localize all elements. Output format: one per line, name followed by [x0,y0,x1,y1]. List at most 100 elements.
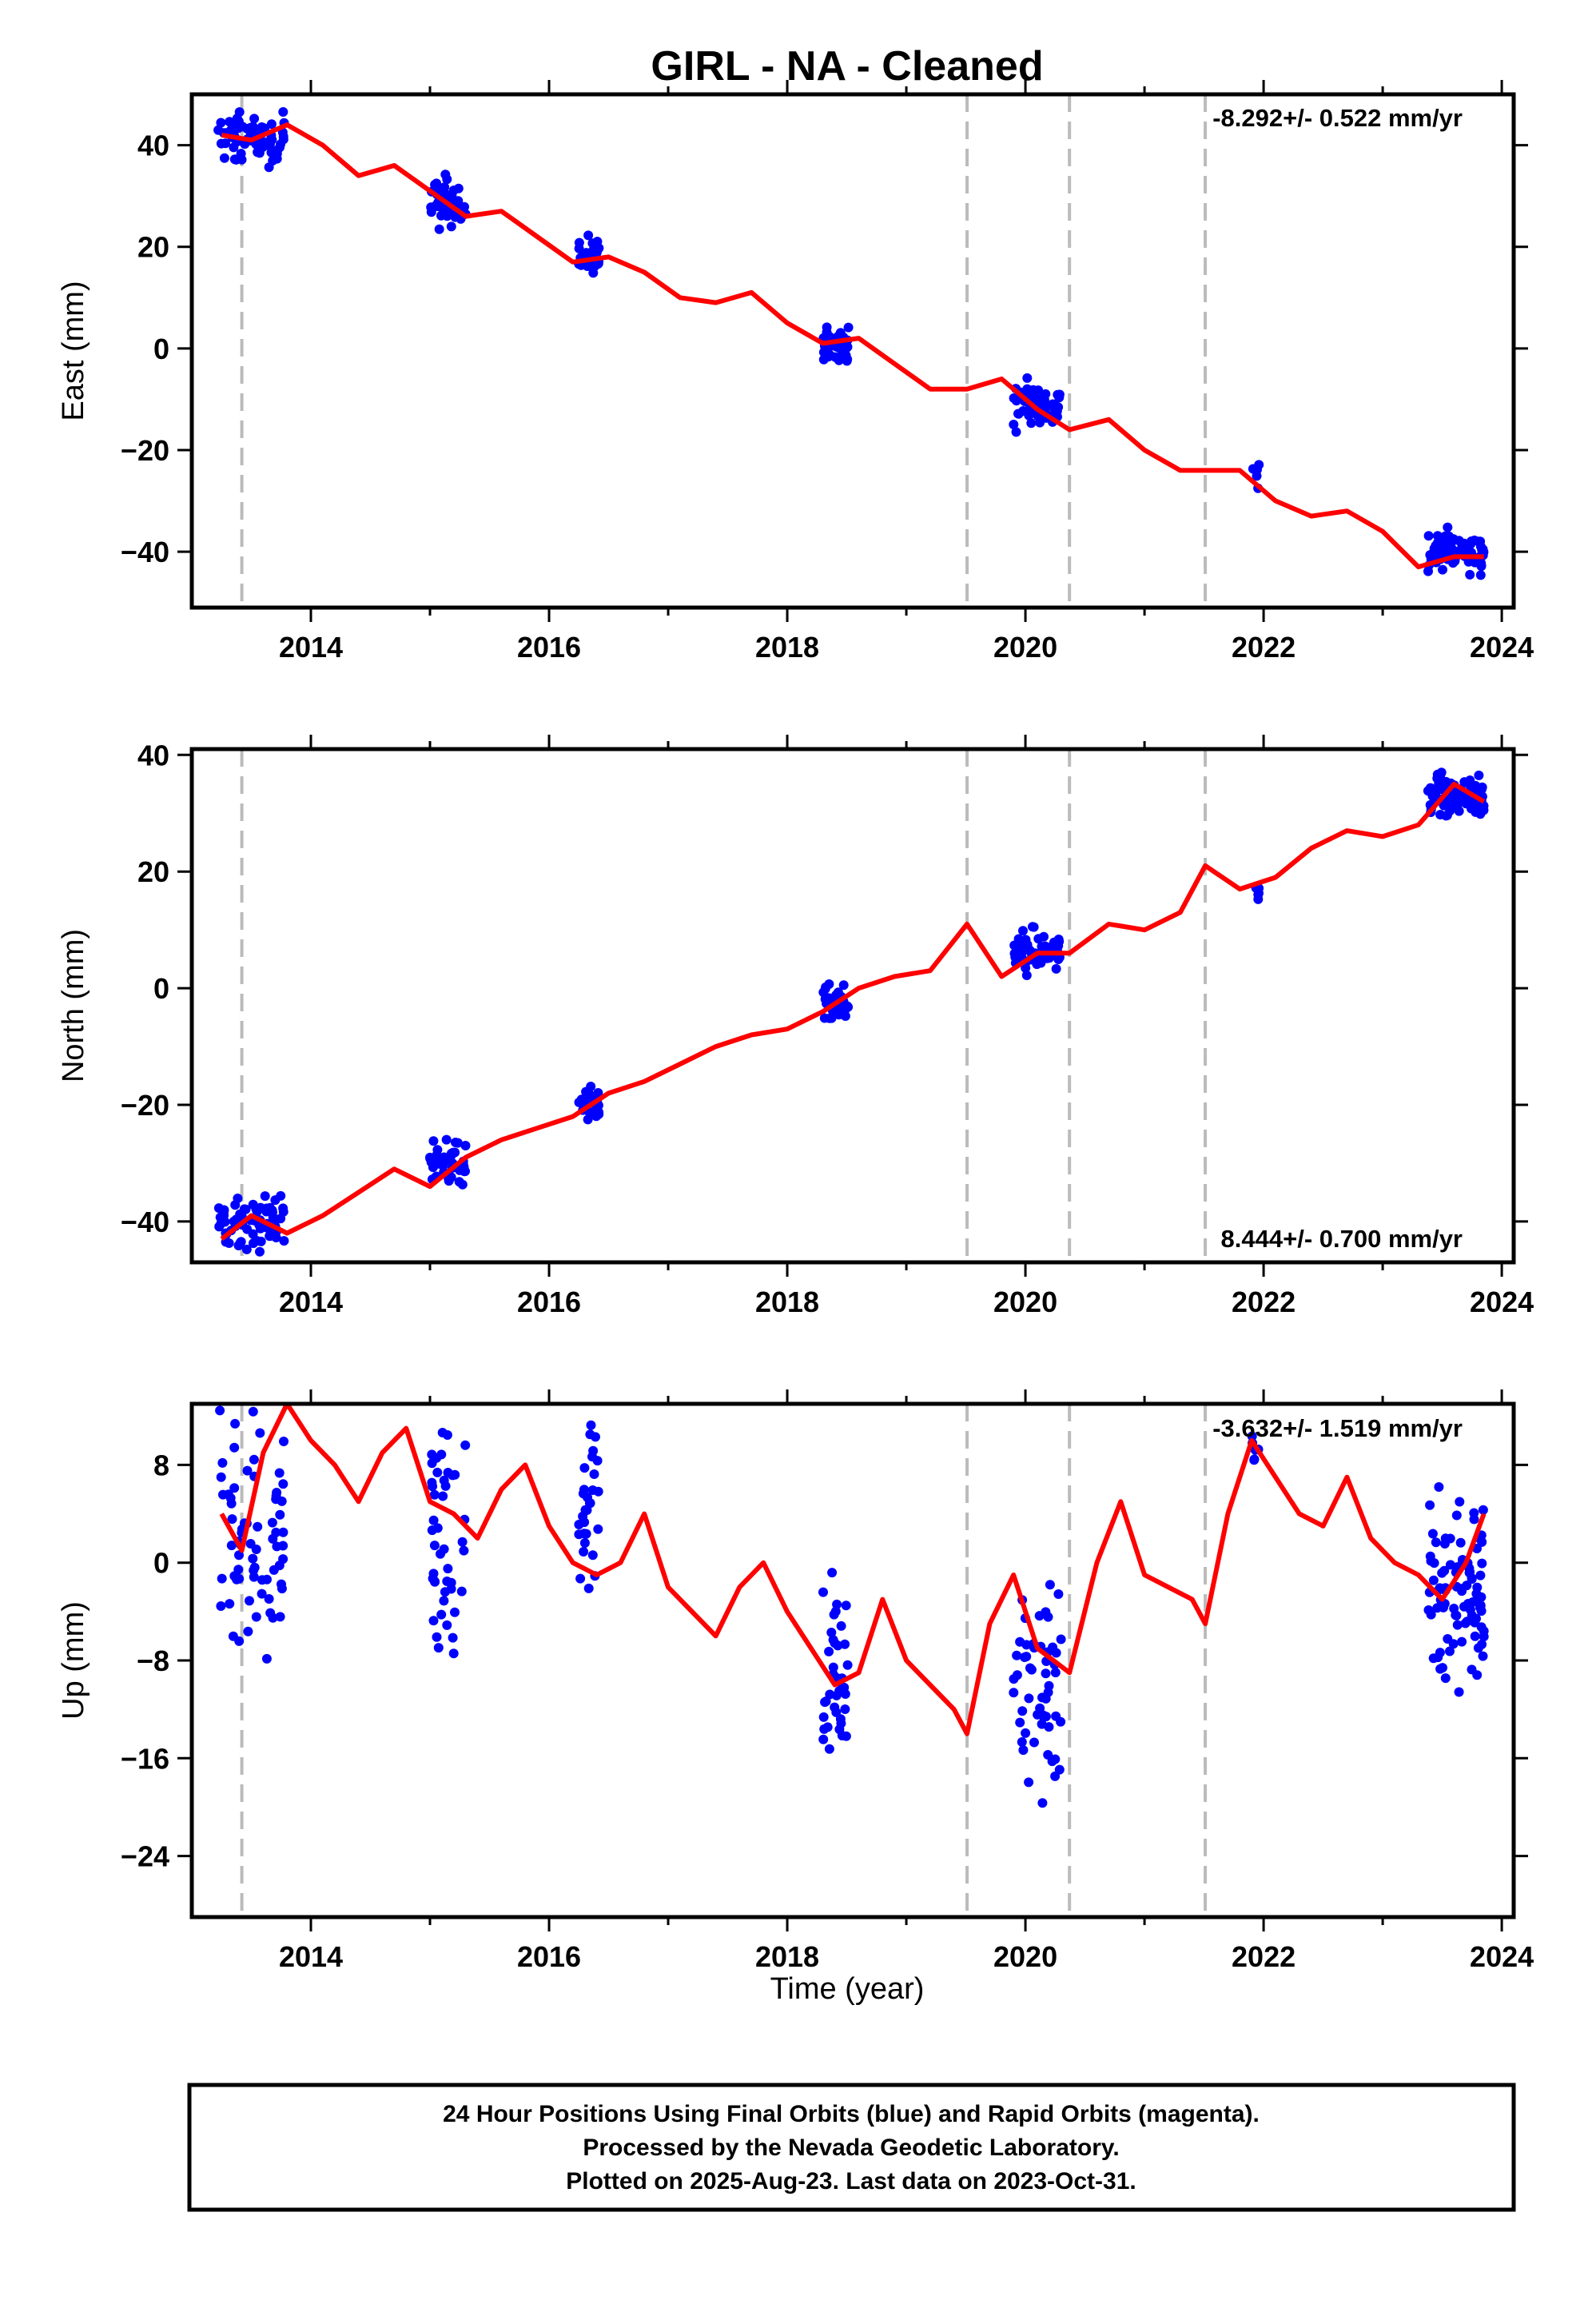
data-point [828,1662,838,1672]
data-point [575,1573,586,1584]
data-point [1013,409,1023,419]
data-point [429,1577,440,1587]
data-point [439,1596,449,1606]
data-point [426,202,436,213]
data-point [428,1136,439,1146]
data-point [216,1601,226,1611]
data-point [1455,1497,1465,1507]
data-point [216,1472,226,1482]
data-point [450,1607,460,1617]
rate-label: 8.444+/- 0.700 mm/yr [1221,1225,1463,1253]
data-point [1470,557,1480,568]
data-point [1432,769,1443,779]
data-point [279,1437,289,1446]
data-point [585,1429,595,1440]
data-point [1454,806,1464,816]
data-point [268,1533,278,1544]
data-point [1423,531,1434,541]
data-point [225,1599,235,1609]
data-point [440,1481,451,1491]
data-point [233,1565,244,1575]
data-point [1445,1646,1455,1656]
data-point [1473,536,1483,547]
data-point [216,138,226,149]
data-point [427,1458,437,1469]
x-tick-label: 2022 [1232,1940,1296,1973]
data-point [456,1586,467,1596]
data-point [448,185,459,196]
data-point [215,1405,225,1416]
data-point [840,1689,850,1699]
data-point [818,1734,829,1744]
data-point [840,1011,850,1021]
data-point [218,1489,228,1500]
data-point [1037,1798,1048,1808]
data-point [824,979,834,989]
data-point [243,1626,253,1636]
data-point [1461,799,1471,809]
data-point [1423,566,1433,576]
x-tick-label: 2018 [755,631,819,664]
data-point [1431,1537,1441,1548]
data-point [1439,1602,1448,1612]
data-point [1039,931,1049,942]
data-point [452,1138,463,1148]
footer-line-2: Processed by the Nevada Geodetic Laborat… [583,2135,1119,2161]
data-point [838,980,849,991]
y-tick-label: 0 [153,333,169,365]
data-point [1477,1558,1487,1569]
data-point [1428,1653,1439,1664]
data-point [818,1587,828,1597]
data-point [583,1093,594,1103]
data-point [245,1596,254,1606]
x-tick-label: 2016 [517,631,581,664]
data-point [1254,888,1264,899]
data-point [446,1584,456,1594]
footer-line-3: Plotted on 2025-Aug-23. Last data on 202… [566,2168,1136,2194]
y-tick-label: 40 [137,130,169,162]
x-tick-label: 2016 [517,1940,581,1973]
x-tick-label: 2020 [993,1940,1057,1973]
data-point [429,1541,440,1551]
data-point [1249,1454,1260,1465]
data-point [1017,1737,1027,1747]
data-point [255,1428,265,1438]
data-point [1247,1431,1257,1441]
data-point [1475,1570,1486,1581]
data-point [248,1406,258,1417]
data-point [579,1529,589,1539]
data-point [265,1231,275,1242]
data-point [213,125,224,135]
data-point [432,1632,442,1642]
data-point [234,1573,245,1584]
data-point [1452,1620,1463,1630]
data-point [1248,464,1258,474]
data-point [264,1594,274,1604]
data-point [274,1468,285,1478]
data-point [1440,1673,1451,1684]
data-point [249,1454,259,1465]
data-point [236,149,246,159]
data-point [1026,418,1037,429]
data-point [1045,1580,1055,1590]
data-point [226,1541,237,1551]
data-point [1454,536,1464,546]
data-point [1477,544,1487,555]
data-point [235,1238,245,1248]
data-point [248,122,258,132]
data-point [1021,971,1032,980]
footer-box: 24 Hour Positions Using Final Orbits (bl… [187,2083,1516,2212]
data-point [1439,543,1449,553]
y-tick-label: −20 [121,434,169,467]
data-point [429,1489,440,1500]
x-tick-label: 2014 [279,1286,343,1318]
data-point [818,1712,829,1722]
data-point [1455,1537,1466,1548]
data-point [217,1573,227,1584]
data-point [579,1485,589,1495]
data-point [1048,1642,1058,1652]
data-point [842,354,853,365]
data-point [443,1564,453,1574]
data-point [228,1631,238,1641]
